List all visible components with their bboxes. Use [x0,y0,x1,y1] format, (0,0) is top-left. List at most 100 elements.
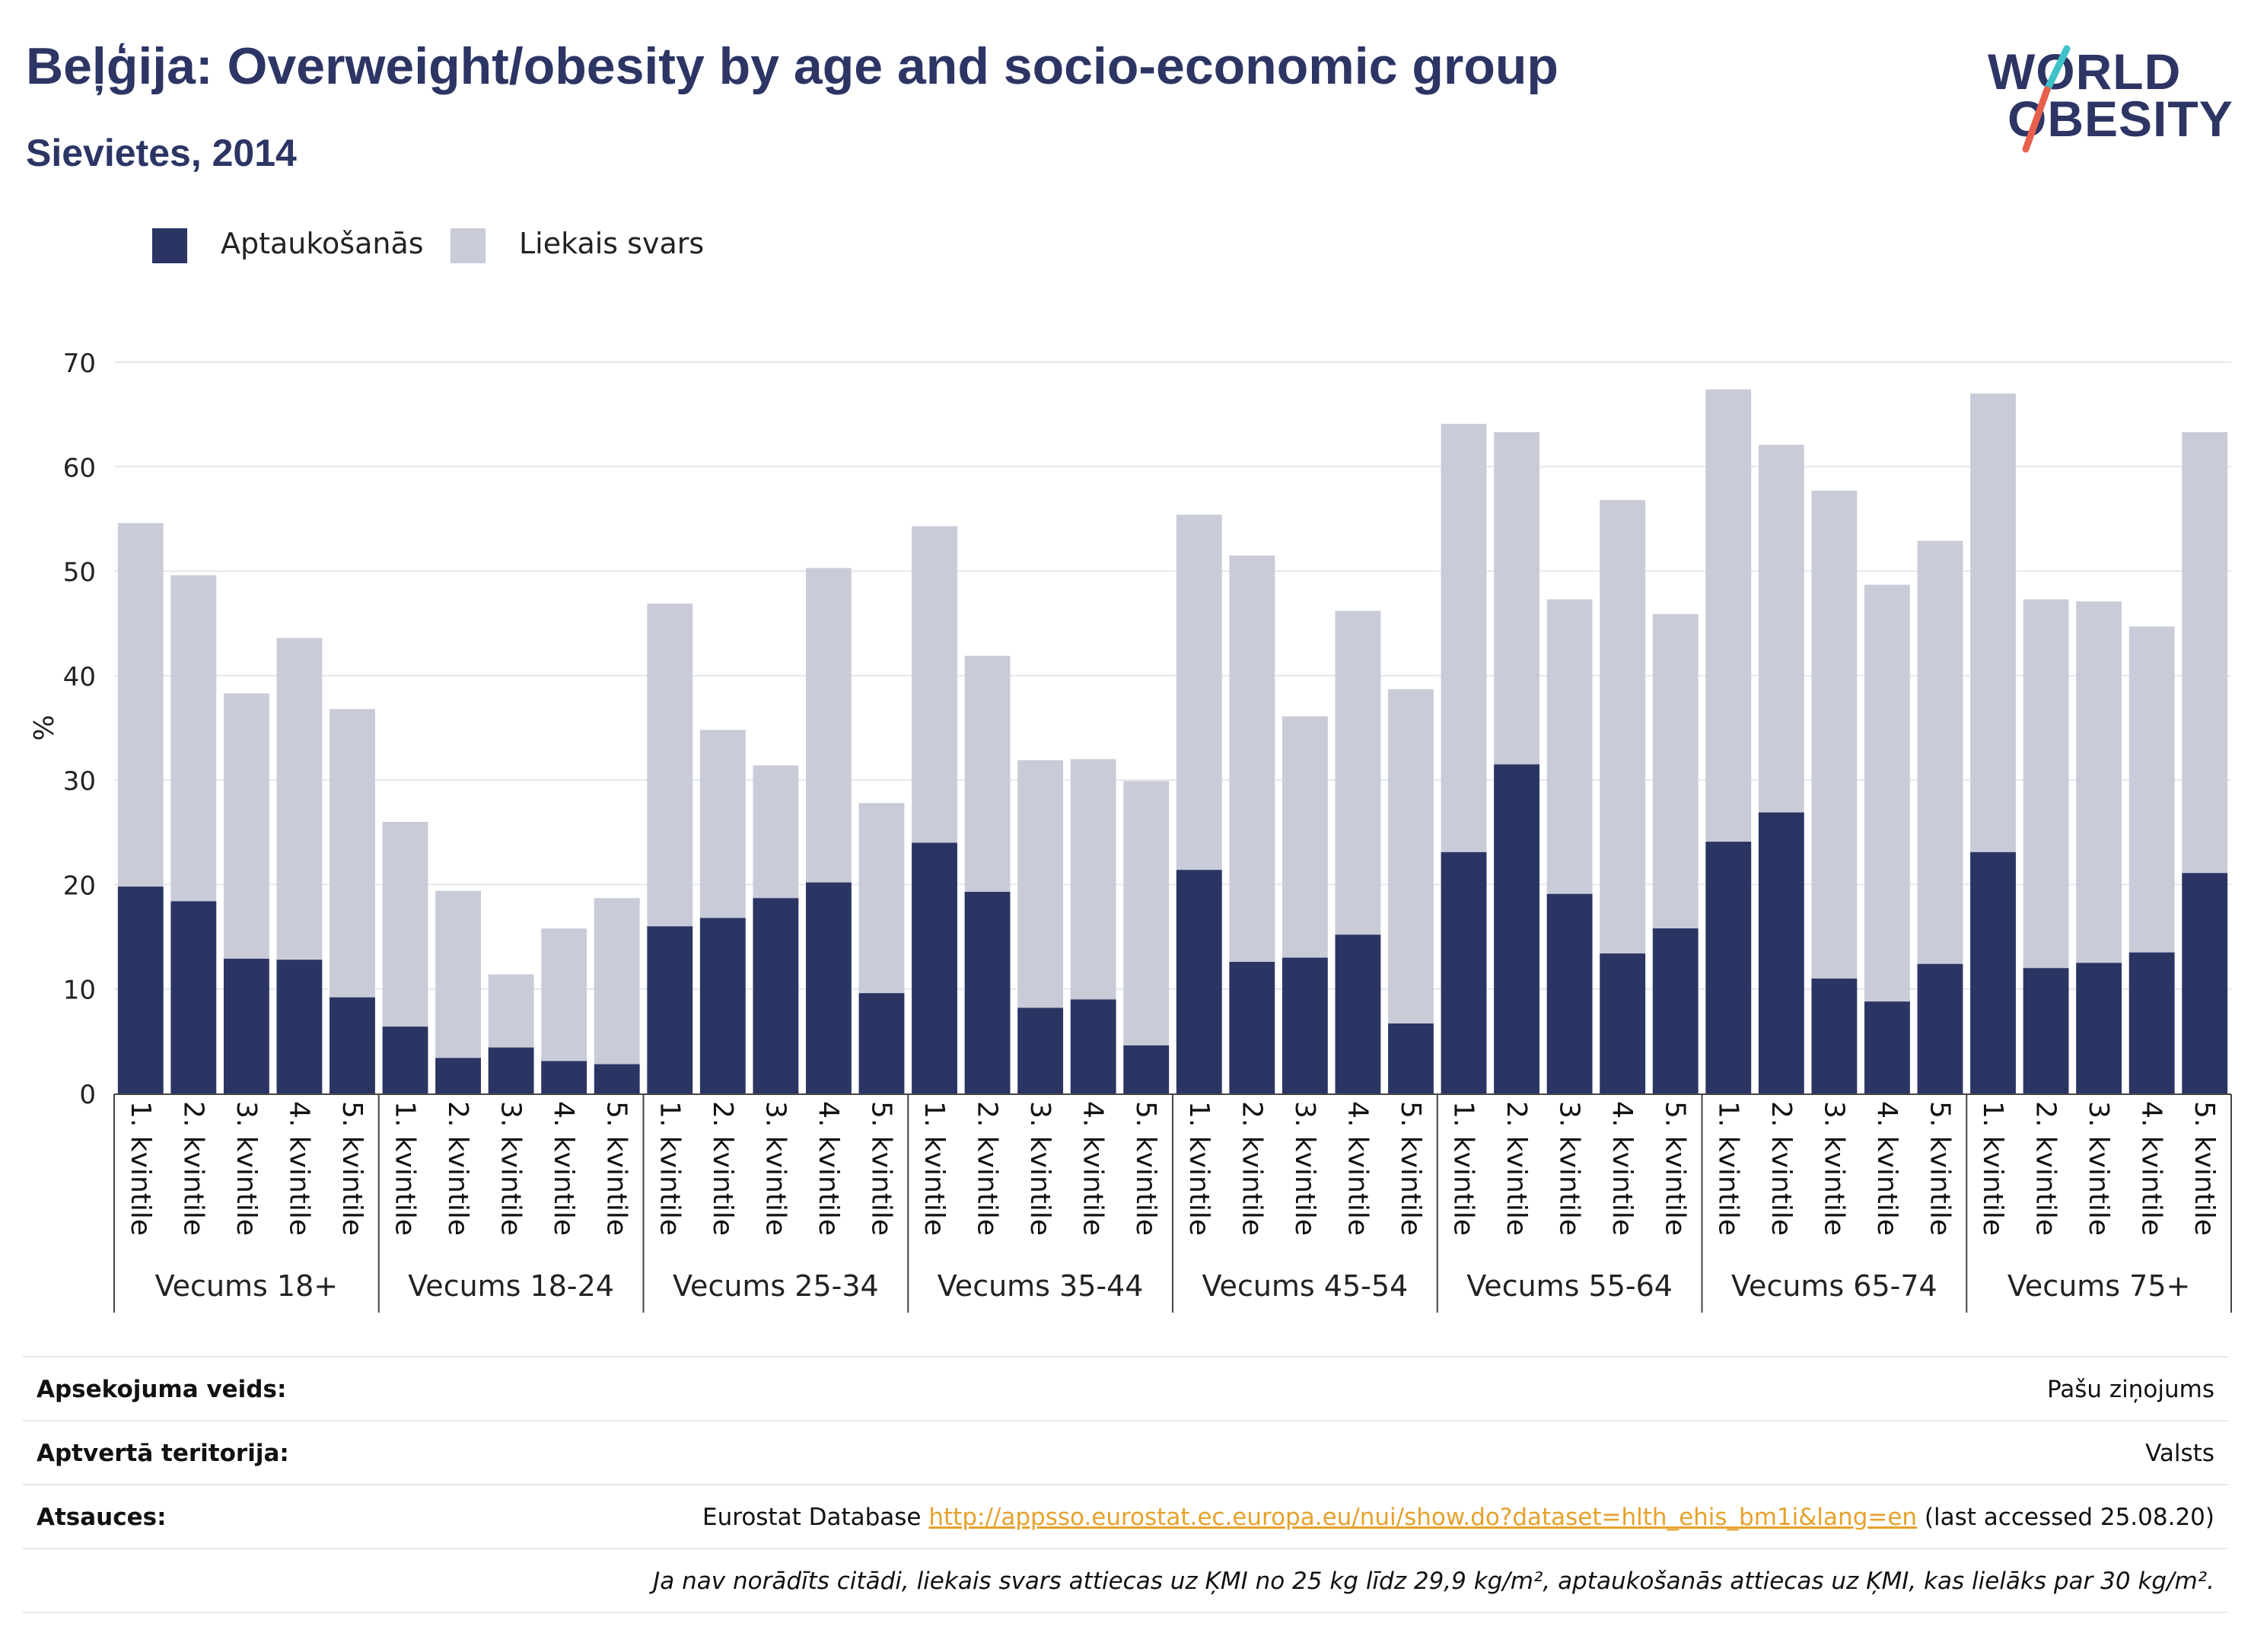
x-tick-label: 3. kvintile [231,1101,262,1236]
x-tick-label: 1. kvintile [1183,1101,1215,1236]
bar-obesity [753,898,799,1093]
bar-obesity [1123,1045,1170,1093]
bar-obesity [647,926,693,1093]
x-tick-label: 2. kvintile [1236,1101,1267,1236]
bar-overweight [1123,781,1170,1093]
x-tick-label: 3. kvintile [2083,1101,2114,1236]
x-tick-label: 1. kvintile [654,1101,685,1236]
legend-label-overweight: Liekais svars [519,227,705,260]
y-axis-label: % [29,715,60,740]
bar-obesity [276,960,323,1093]
x-tick-label: 4. kvintile [548,1101,579,1236]
x-tick-label: 3. kvintile [1289,1101,1320,1236]
bar-obesity [223,958,269,1093]
bar-obesity [1917,963,1963,1093]
x-tick-label: 5. kvintile [1660,1101,1691,1236]
x-tick-label: 4. kvintile [1342,1101,1373,1236]
x-tick-label: 1. kvintile [1448,1101,1479,1236]
bar-obesity [1335,934,1381,1093]
source-accessed: (last accessed 25.08.20) [1924,1504,2214,1531]
y-tick-label: 50 [63,558,96,588]
x-tick-label: 5. kvintile [601,1101,632,1236]
bar-obesity [2128,952,2175,1093]
bar-obesity [1705,842,1752,1093]
x-tick-label: 2. kvintile [972,1101,1003,1236]
meta-value: Pašu ziņojums [2046,1376,2214,1403]
x-tick-label: 4. kvintile [1871,1101,1902,1236]
bar-obesity [594,1064,640,1093]
y-tick-label: 0 [79,1080,96,1110]
meta-row-coverage: Aptvertā teritorija: Valsts [23,1420,2228,1484]
x-tick-label: 3. kvintile [495,1101,527,1236]
bar-overweight [594,898,640,1093]
bar-obesity [1229,962,1275,1093]
metadata-table: Apsekojuma veids: Pašu ziņojums Aptvertā… [23,1356,2228,1613]
source-name: Eurostat Database [702,1504,922,1531]
legend-swatch-overweight [451,228,486,263]
group-label: Vecums 65-74 [1731,1269,1937,1303]
bar-obesity [858,993,905,1093]
bar-obesity [2076,963,2122,1093]
bar-obesity [964,892,1011,1093]
legend-swatch-obesity [152,228,187,263]
bar-obesity [699,918,746,1093]
x-tick-label: 1. kvintile [390,1101,421,1236]
x-tick-label: 2. kvintile [2030,1101,2062,1236]
x-tick-label: 4. kvintile [1606,1101,1638,1236]
bar-obesity [1441,851,1487,1093]
x-tick-label: 4. kvintile [1078,1101,1109,1236]
bar-obesity [1864,1001,1910,1093]
bar-obesity [1176,870,1222,1093]
x-tick-label: 1. kvintile [1712,1101,1743,1236]
bar-obesity [382,1027,428,1093]
y-tick-label: 10 [63,976,96,1006]
bar-obesity [117,886,164,1093]
x-tick-label: 5. kvintile [865,1101,896,1236]
group-label: Vecums 55-64 [1466,1269,1673,1303]
x-tick-label: 1. kvintile [919,1101,950,1236]
x-tick-label: 1. kvintile [125,1101,156,1236]
x-tick-label: 1. kvintile [1977,1101,2008,1236]
source-link[interactable]: http://appsso.eurostat.ec.europa.eu/nui/… [928,1504,1918,1531]
meta-value-sources: Eurostat Database http://appsso.eurostat… [702,1504,2214,1531]
y-tick-label: 70 [63,349,96,379]
y-tick-label: 40 [63,662,96,692]
x-tick-label: 3. kvintile [1818,1101,1849,1236]
bar-chart: 0 10 20 30 40 50 60 70% 1. kvintile 2. kvintile 3.… [29,349,2232,1313]
bar-obesity [1546,893,1593,1093]
x-tick-label: 2. kvintile [1501,1101,1532,1236]
chart-subtitle: Sievietes, 2014 [26,132,297,174]
meta-row-sources: Atsauces: Eurostat Database http://appss… [23,1484,2228,1548]
bar-obesity [435,1058,481,1093]
bar-obesity [1600,953,1646,1093]
legend-label-obesity: Aptaukošanās [221,227,424,260]
y-tick-label: 60 [63,453,96,483]
bar-obesity [1017,1007,1064,1093]
x-tick-label: 2. kvintile [442,1101,473,1236]
meta-value: Valsts [2145,1440,2214,1467]
group-label: Vecums 18-24 [408,1269,614,1303]
bar-obesity [1282,957,1328,1093]
logo-word-world: WORLD [1988,43,2182,100]
y-tick-label: 20 [63,871,96,901]
y-tick-label: 30 [63,766,96,797]
group-label: Vecums 75+ [2007,1269,2191,1303]
group-label: Vecums 25-34 [673,1269,879,1303]
bar-obesity [2023,968,2069,1093]
bar-obesity [1070,999,1116,1093]
x-tick-label: 2. kvintile [707,1101,738,1236]
x-tick-label: 4. kvintile [813,1101,844,1236]
bar-obesity [541,1061,587,1093]
bar-obesity [1811,978,1858,1093]
group-label: Vecums 18+ [155,1269,339,1303]
bar-obesity [1494,764,1539,1093]
world-obesity-logo: WORLD OBESITY [1988,43,2239,157]
definition-note: Ja nav norādīts citādi, liekais svars at… [653,1568,2214,1595]
bar-obesity [1388,1023,1434,1093]
x-tick-label: 2. kvintile [177,1101,209,1236]
bar-obesity [1652,928,1699,1093]
bar-obesity [1970,851,2016,1093]
bar-obesity [330,997,375,1093]
x-tick-label: 3. kvintile [1554,1101,1585,1236]
meta-row-survey-type: Apsekojuma veids: Pašu ziņojums [23,1356,2228,1420]
